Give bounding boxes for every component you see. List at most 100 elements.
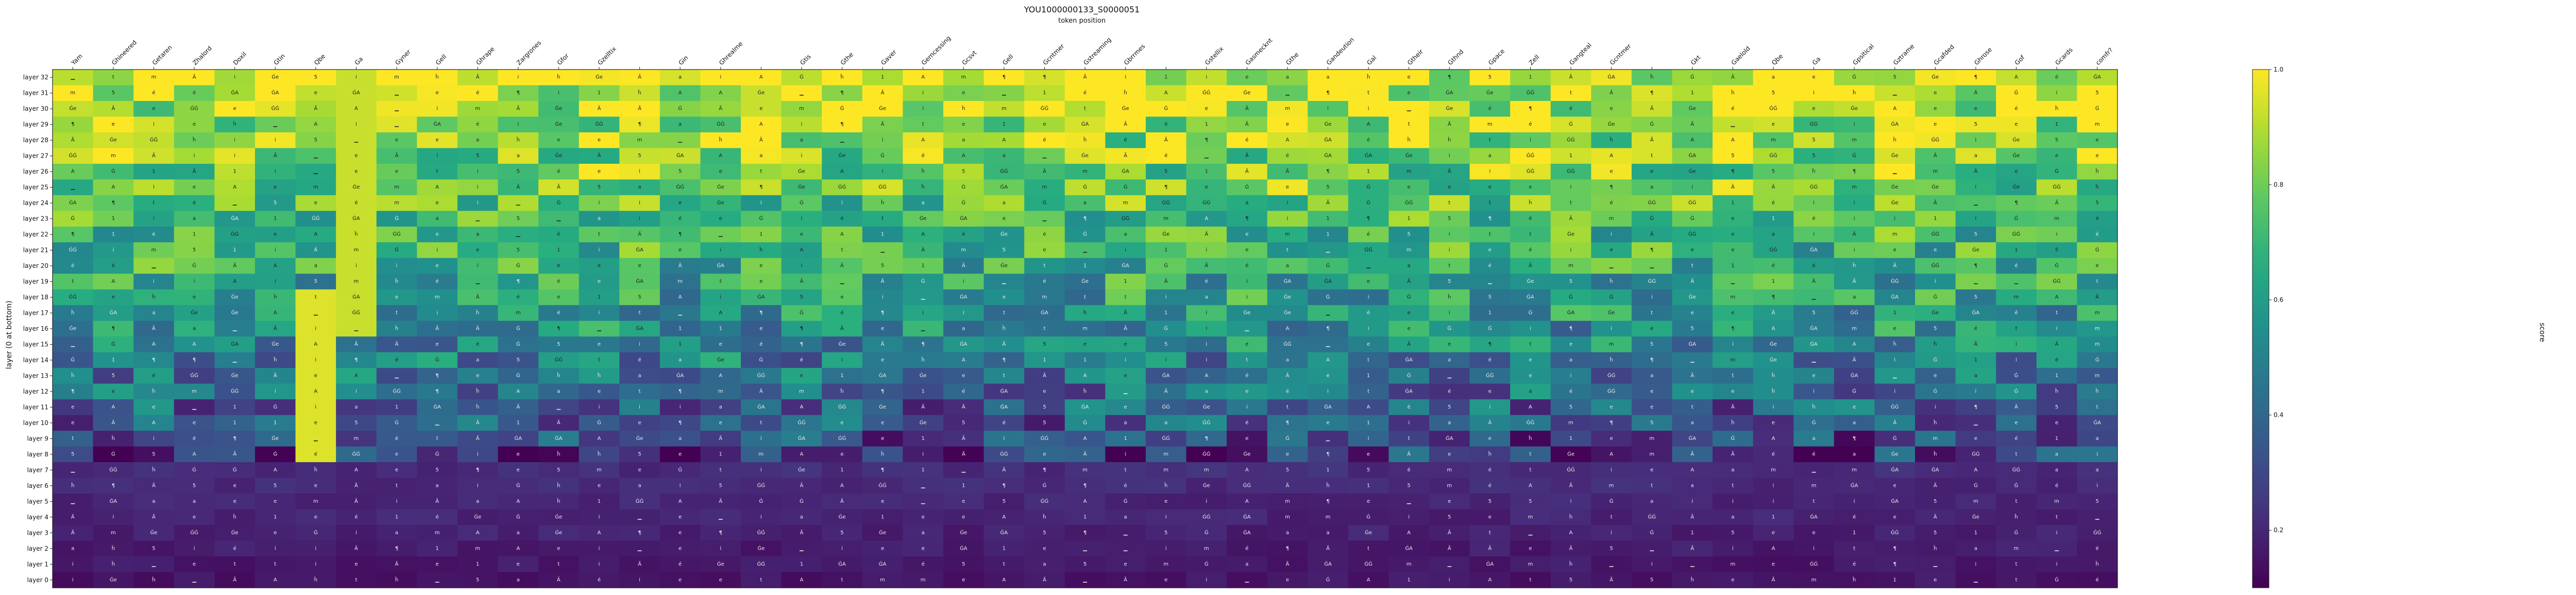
heatmap-cell [174, 336, 215, 353]
heatmap-cell [1105, 211, 1146, 227]
heatmap-cell-label: 1 [1326, 216, 1329, 222]
heatmap-cell [1469, 211, 1511, 227]
heatmap-cell [1469, 100, 1511, 117]
heatmap-cell-label: ĠA [1324, 137, 1332, 143]
heatmap-cell [457, 195, 499, 211]
heatmap-cell-label: m [2095, 342, 2100, 347]
heatmap-cell [1308, 289, 1349, 305]
heatmap-cell [133, 226, 175, 243]
heatmap-cell [457, 274, 499, 290]
heatmap-cell-label: i [2056, 562, 2058, 567]
heatmap-cell-label: i [882, 138, 884, 143]
heatmap-cell-label: ¶ [800, 342, 803, 347]
heatmap-cell [1429, 399, 1470, 416]
heatmap-cell [1834, 446, 1875, 463]
heatmap-cell-label: i [1570, 184, 1572, 190]
heatmap-cell-label: Ä [1974, 89, 1978, 96]
heatmap-cell-label: e [598, 169, 601, 175]
heatmap-cell-label: e [1245, 388, 1248, 394]
heatmap-cell [1753, 446, 1794, 463]
y-tick-label: layer 31 [23, 90, 48, 97]
heatmap-cell [336, 383, 377, 400]
heatmap-cell-label: ĠA [798, 435, 806, 441]
heatmap-cell [903, 116, 944, 133]
heatmap-cell-label: e [2055, 153, 2058, 159]
heatmap-cell-label: e [638, 420, 641, 426]
heatmap-cell [53, 258, 94, 274]
heatmap-cell-label: Ġ [1043, 199, 1047, 206]
y-tick-label: layer 20 [23, 262, 48, 269]
heatmap-cell [1915, 258, 1956, 274]
heatmap-cell-label: a [1124, 420, 1127, 426]
heatmap-cell [2077, 352, 2118, 368]
heatmap-cell [822, 383, 863, 400]
heatmap-cell [1591, 431, 1632, 447]
heatmap-cell [700, 179, 741, 196]
heatmap-cell-label: t [1530, 232, 1532, 237]
heatmap-cell [1024, 399, 1065, 416]
heatmap-cell [1631, 85, 1673, 101]
heatmap-cell-label: ¶ [759, 184, 762, 190]
heatmap-cell-label: i [720, 75, 721, 80]
heatmap-cell-label: ĠĠ [838, 435, 846, 441]
heatmap-cell [700, 415, 741, 431]
heatmap-cell-label: Ä [800, 278, 803, 284]
heatmap-cell-label: ▁ [1487, 279, 1492, 284]
heatmap-cell [1510, 399, 1551, 416]
heatmap-cell-label: ¶ [1286, 546, 1289, 551]
heatmap-cell [822, 116, 863, 133]
heatmap-cell [1388, 431, 1430, 447]
heatmap-cell-label: é [1488, 467, 1492, 473]
heatmap-cell [1631, 100, 1673, 117]
heatmap-cell [700, 70, 741, 86]
heatmap-cell [133, 462, 175, 479]
colorbar-tick-label: 0.2 [2274, 526, 2283, 534]
heatmap-cell-label: ¶ [1609, 420, 1613, 426]
heatmap-cell-label: a [517, 577, 520, 583]
heatmap-cell-label: 5 [598, 184, 601, 190]
heatmap-cell-label: i [1813, 546, 1815, 551]
heatmap-cell [1753, 148, 1794, 164]
heatmap-cell-label: 5 [638, 295, 641, 300]
heatmap-cell-label: m [354, 279, 359, 284]
heatmap-cell [1753, 258, 1794, 274]
heatmap-cell [2036, 195, 2078, 211]
heatmap-cell-label: ĠA [757, 294, 765, 300]
heatmap-cell-label: e [1448, 184, 1451, 190]
heatmap-cell [457, 163, 499, 180]
heatmap-cell [93, 132, 134, 149]
heatmap-cell [862, 100, 903, 117]
heatmap-cell [1793, 211, 1835, 227]
heatmap-cell-label: i [639, 200, 640, 206]
heatmap-cell-label: Ġe [110, 137, 117, 143]
heatmap-cell [659, 85, 701, 101]
heatmap-cell-label: é [2014, 263, 2018, 269]
heatmap-cell-label: A [1083, 436, 1087, 441]
heatmap-cell [1469, 85, 1511, 101]
heatmap-cell-label: e [354, 169, 358, 175]
heatmap-cell [659, 383, 701, 400]
heatmap-cell-label: e [1205, 184, 1208, 190]
heatmap-cell-label: t [1853, 546, 1855, 551]
heatmap-cell-label: 1 [1205, 122, 1208, 127]
heatmap-cell-label: Ġ [961, 183, 965, 190]
heatmap-cell-label: Ä [476, 294, 480, 300]
heatmap-cell-label: t [1732, 373, 1734, 379]
heatmap-cell-label: i [1570, 499, 1572, 504]
y-tick-label: layer 22 [23, 231, 48, 238]
heatmap-cell-label: t [1286, 404, 1289, 410]
heatmap-cell-label: Ġe [757, 545, 765, 551]
heatmap-cell-label: 5 [1529, 499, 1532, 504]
heatmap-cell-label: ĠĠ [190, 105, 198, 112]
heatmap-cell [2036, 289, 2078, 305]
heatmap-cell [1227, 368, 1268, 384]
heatmap-cell-label: a [719, 404, 722, 410]
heatmap-cell [579, 399, 620, 416]
heatmap-cell [336, 116, 377, 133]
heatmap-cell-label: Ä [1124, 576, 1127, 583]
heatmap-cell [1672, 368, 1713, 384]
heatmap-cell [1145, 368, 1187, 384]
heatmap-cell [1996, 116, 2037, 133]
heatmap-cell-label: ¶ [435, 388, 438, 394]
heatmap-cell-label: A [598, 436, 601, 441]
